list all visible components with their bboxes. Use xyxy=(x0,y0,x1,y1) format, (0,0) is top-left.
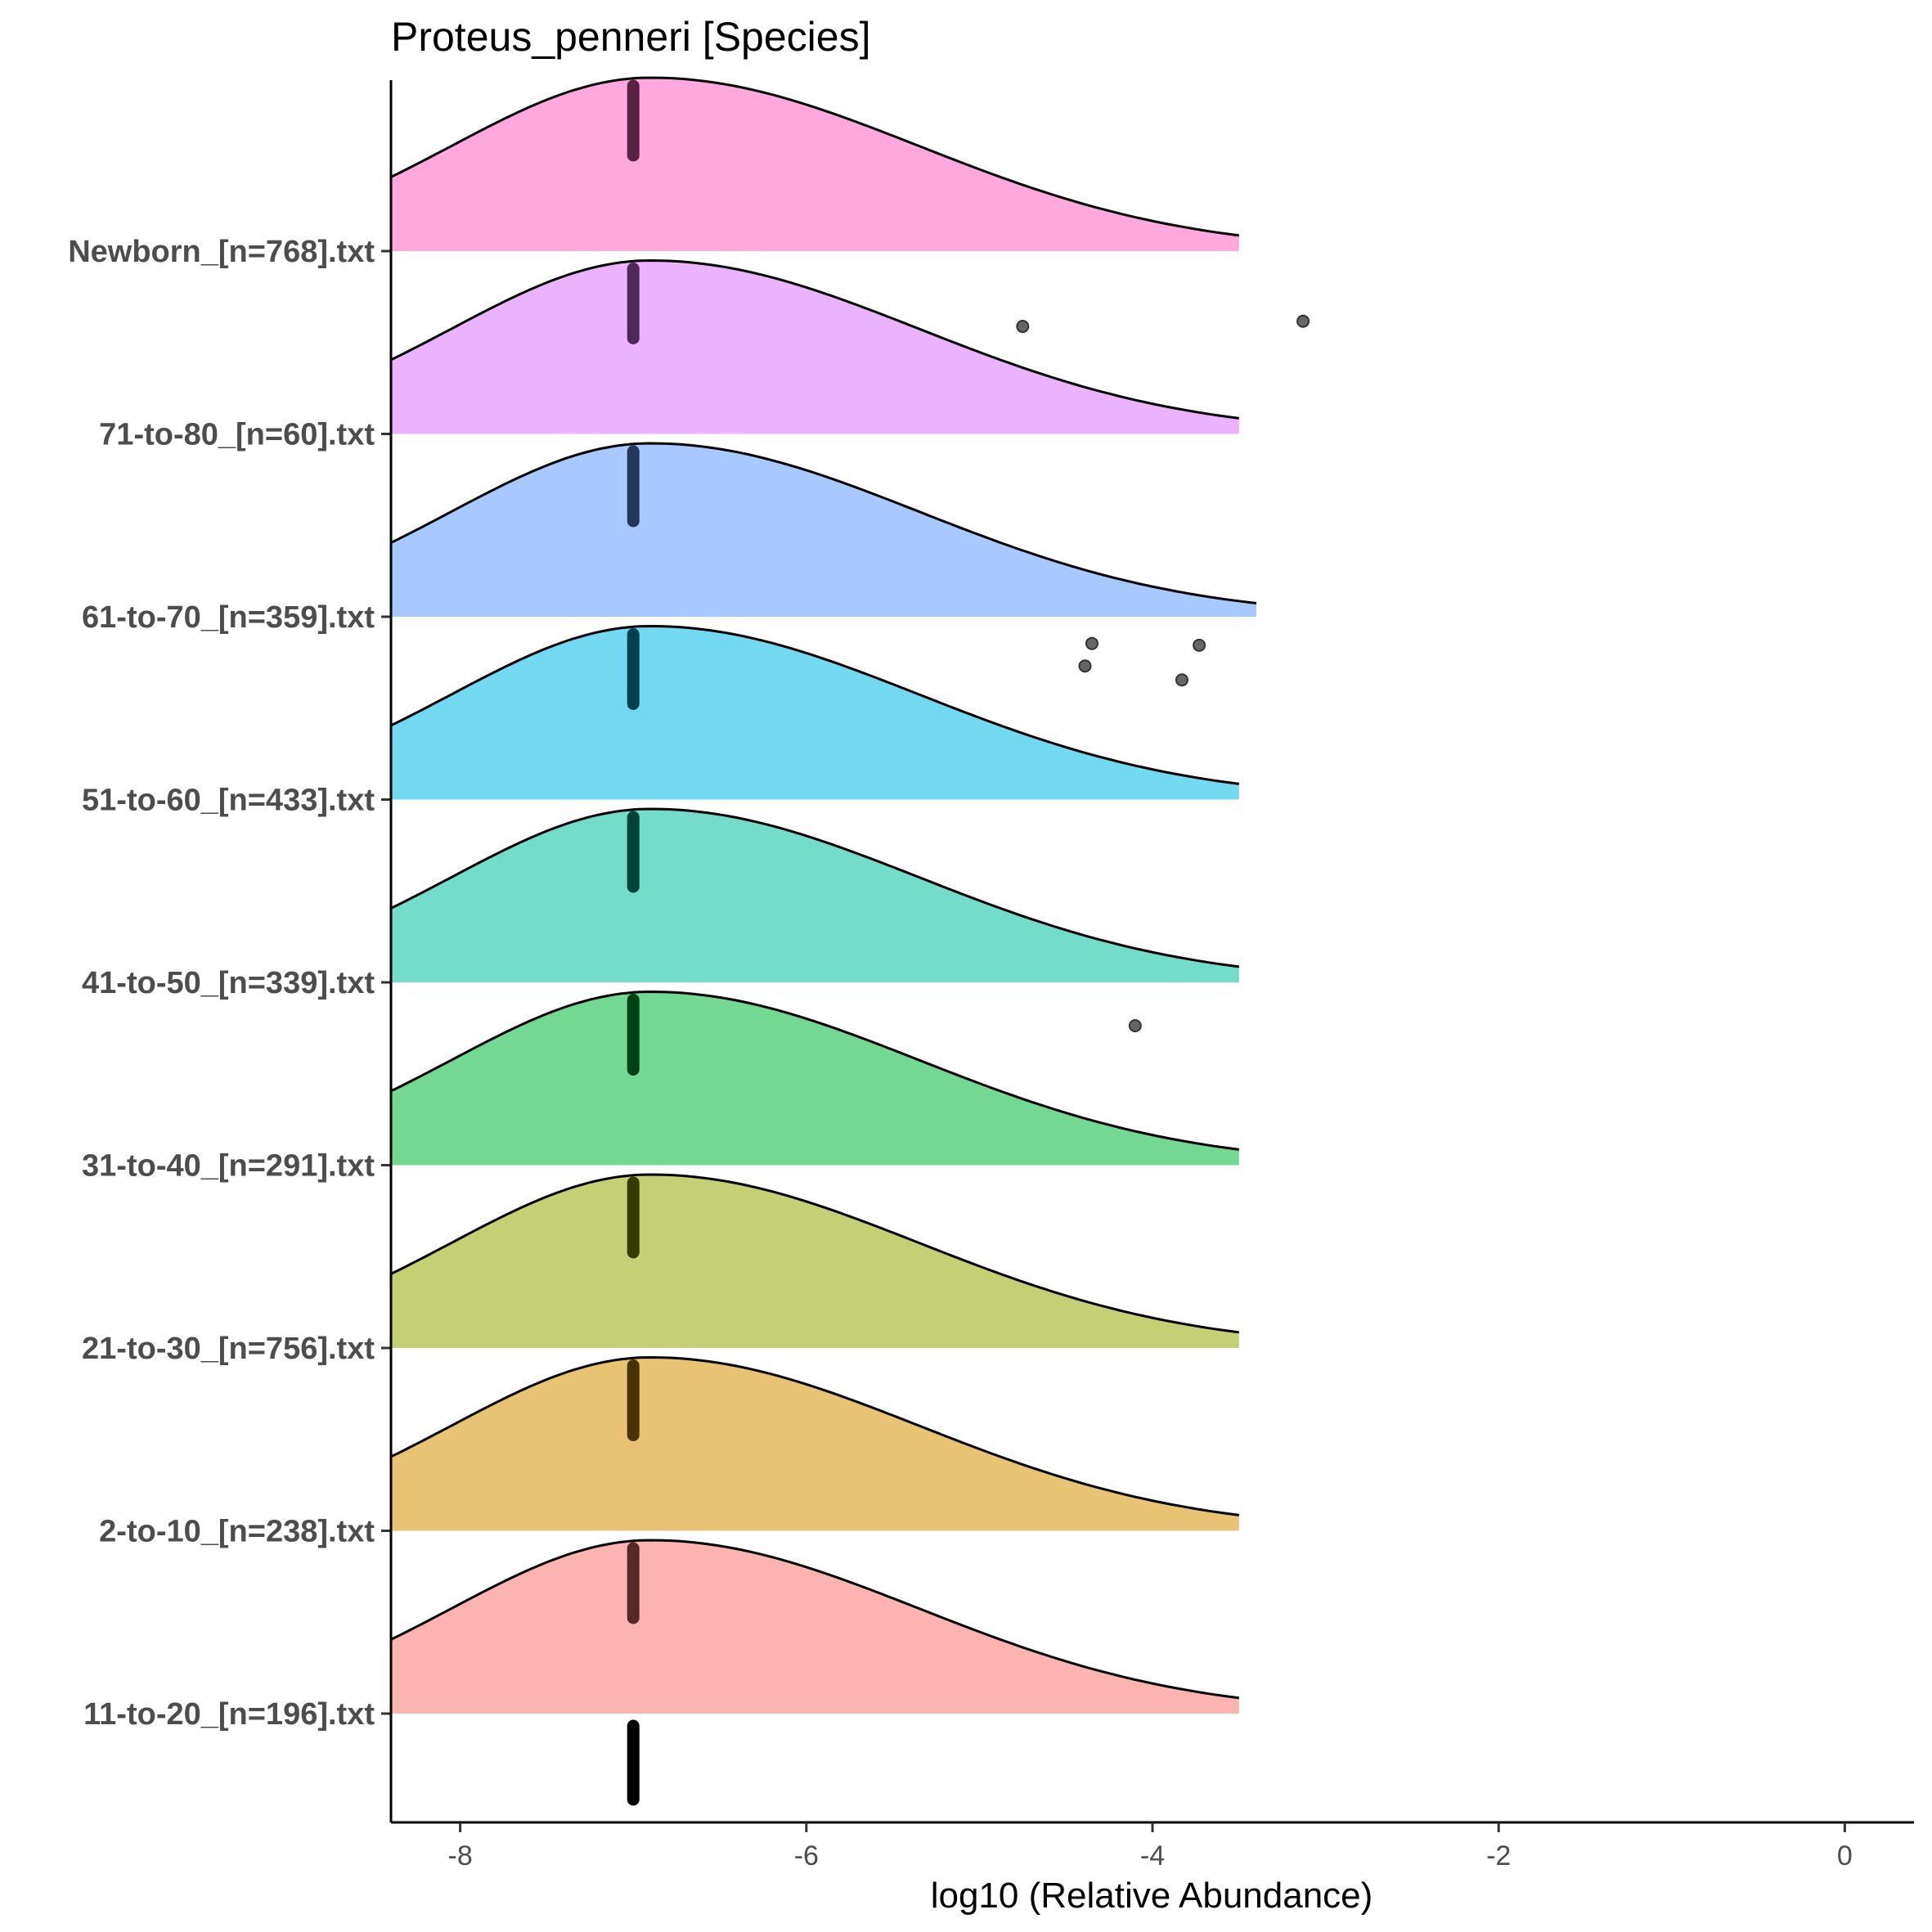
x-axis: -8 -6 -4 -2 0 xyxy=(391,1821,1914,1871)
outlier-point-5-1 xyxy=(1078,659,1092,673)
density-line-2 xyxy=(390,1173,1240,1334)
y-tick-label-0: 11-to-20_[n=196].txt xyxy=(83,1697,375,1732)
density-fill-6 xyxy=(391,443,1256,617)
ridge-8 xyxy=(390,76,1240,251)
density-line-1 xyxy=(390,1355,1240,1516)
ridge-5 xyxy=(390,624,1240,800)
ridge-0 xyxy=(390,1539,1240,1714)
y-tick-label-4: 41-to-50_[n=339].txt xyxy=(82,966,375,1000)
x-tick-label-2: -4 xyxy=(1140,1840,1165,1871)
y-tick-label-1: 2-to-10_[n=238].txt xyxy=(99,1515,375,1549)
ridge-6 xyxy=(390,442,1257,617)
y-tick-label-3: 31-to-40_[n=291].txt xyxy=(82,1149,375,1184)
density-line-3 xyxy=(390,990,1240,1151)
x-tick-label-4: 0 xyxy=(1837,1840,1853,1871)
ridges xyxy=(390,76,1310,1806)
density-line-7 xyxy=(390,258,1240,420)
ridge-7 xyxy=(390,258,1310,434)
density-fill-1 xyxy=(391,1357,1239,1531)
density-fill-4 xyxy=(391,809,1239,982)
outlier-point-7-0 xyxy=(1016,320,1030,334)
density-line-5 xyxy=(390,624,1240,785)
y-axis: Newborn_[n=768].txt 71-to-80_[n=60].txt 61… xyxy=(68,80,393,1822)
density-line-8 xyxy=(390,76,1240,237)
density-line-6 xyxy=(390,442,1257,604)
density-fill-0 xyxy=(391,1540,1239,1714)
y-tick-label-7: 71-to-80_[n=60].txt xyxy=(99,418,375,452)
x-tick-label-3: -2 xyxy=(1486,1840,1511,1871)
density-line-0 xyxy=(390,1539,1240,1700)
ridge-1 xyxy=(390,1355,1240,1531)
density-fill-2 xyxy=(391,1175,1239,1348)
x-axis-label: log10 (Relative Abundance) xyxy=(931,1876,1373,1916)
outlier-point-4-0 xyxy=(1128,1019,1142,1032)
x-tick-label-0: -8 xyxy=(448,1840,473,1871)
ridge-3 xyxy=(390,990,1240,1166)
outlier-point-5-3 xyxy=(1175,673,1188,687)
density-fill-7 xyxy=(391,260,1239,434)
outlier-point-7-1 xyxy=(1296,314,1310,328)
chart-title: Proteus_penneri [Species] xyxy=(391,14,870,60)
outlier-point-5-0 xyxy=(1085,636,1099,650)
y-tick-label-6: 61-to-70_[n=359].txt xyxy=(82,600,375,635)
density-fill-3 xyxy=(391,991,1239,1166)
density-fill-5 xyxy=(391,626,1239,800)
ridge-2 xyxy=(390,1173,1240,1348)
density-line-4 xyxy=(390,807,1240,968)
outlier-point-5-2 xyxy=(1193,638,1206,652)
y-tick-label-2: 21-to-30_[n=756].txt xyxy=(82,1332,375,1366)
x-tick-label-1: -6 xyxy=(794,1840,819,1871)
y-tick-label-8: Newborn_[n=768].txt xyxy=(68,235,375,269)
y-tick-label-5: 51-to-60_[n=433].txt xyxy=(82,784,375,818)
density-fill-8 xyxy=(391,78,1239,251)
ridge-4 xyxy=(390,807,1240,1032)
